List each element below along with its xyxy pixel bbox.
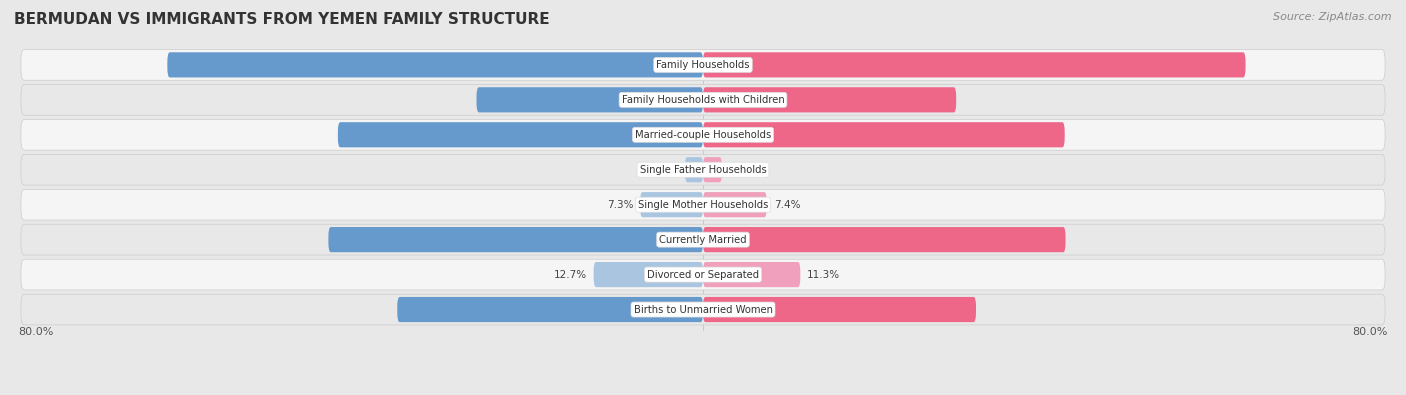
FancyBboxPatch shape [21, 119, 1385, 150]
Text: 7.4%: 7.4% [773, 200, 800, 210]
Text: 2.2%: 2.2% [728, 165, 755, 175]
Text: Family Households: Family Households [657, 60, 749, 70]
Text: 63.0%: 63.0% [710, 60, 747, 70]
FancyBboxPatch shape [21, 259, 1385, 290]
Text: 80.0%: 80.0% [18, 327, 53, 337]
Text: Single Father Households: Single Father Households [640, 165, 766, 175]
FancyBboxPatch shape [167, 52, 703, 77]
FancyBboxPatch shape [703, 297, 976, 322]
Text: BERMUDAN VS IMMIGRANTS FROM YEMEN FAMILY STRUCTURE: BERMUDAN VS IMMIGRANTS FROM YEMEN FAMILY… [14, 12, 550, 27]
Text: Single Mother Households: Single Mother Households [638, 200, 768, 210]
Text: 12.7%: 12.7% [554, 269, 586, 280]
FancyBboxPatch shape [703, 122, 1064, 147]
Text: Currently Married: Currently Married [659, 235, 747, 245]
Text: 80.0%: 80.0% [1353, 327, 1388, 337]
FancyBboxPatch shape [337, 122, 703, 147]
Text: 42.4%: 42.4% [659, 130, 696, 140]
FancyBboxPatch shape [21, 224, 1385, 255]
FancyBboxPatch shape [477, 87, 703, 113]
FancyBboxPatch shape [21, 294, 1385, 325]
FancyBboxPatch shape [703, 52, 1246, 77]
Text: 31.7%: 31.7% [710, 305, 747, 314]
FancyBboxPatch shape [703, 157, 721, 182]
FancyBboxPatch shape [685, 157, 703, 182]
Text: 62.2%: 62.2% [659, 60, 696, 70]
FancyBboxPatch shape [593, 262, 703, 287]
FancyBboxPatch shape [703, 87, 956, 113]
FancyBboxPatch shape [398, 297, 703, 322]
Text: 26.3%: 26.3% [659, 95, 696, 105]
FancyBboxPatch shape [21, 154, 1385, 185]
FancyBboxPatch shape [640, 192, 703, 217]
Text: 42.1%: 42.1% [710, 235, 747, 245]
Text: Source: ZipAtlas.com: Source: ZipAtlas.com [1274, 12, 1392, 22]
FancyBboxPatch shape [21, 189, 1385, 220]
Text: Divorced or Separated: Divorced or Separated [647, 269, 759, 280]
Text: Married-couple Households: Married-couple Households [636, 130, 770, 140]
Text: 42.0%: 42.0% [710, 130, 747, 140]
Text: 43.5%: 43.5% [659, 235, 696, 245]
Text: 35.5%: 35.5% [659, 305, 696, 314]
FancyBboxPatch shape [21, 85, 1385, 115]
FancyBboxPatch shape [703, 227, 1066, 252]
Text: 2.1%: 2.1% [651, 165, 678, 175]
Text: 29.4%: 29.4% [710, 95, 747, 105]
Text: 7.3%: 7.3% [607, 200, 633, 210]
FancyBboxPatch shape [703, 192, 766, 217]
Text: Births to Unmarried Women: Births to Unmarried Women [634, 305, 772, 314]
FancyBboxPatch shape [21, 49, 1385, 80]
FancyBboxPatch shape [329, 227, 703, 252]
Text: 11.3%: 11.3% [807, 269, 841, 280]
FancyBboxPatch shape [703, 262, 800, 287]
Text: Family Households with Children: Family Households with Children [621, 95, 785, 105]
